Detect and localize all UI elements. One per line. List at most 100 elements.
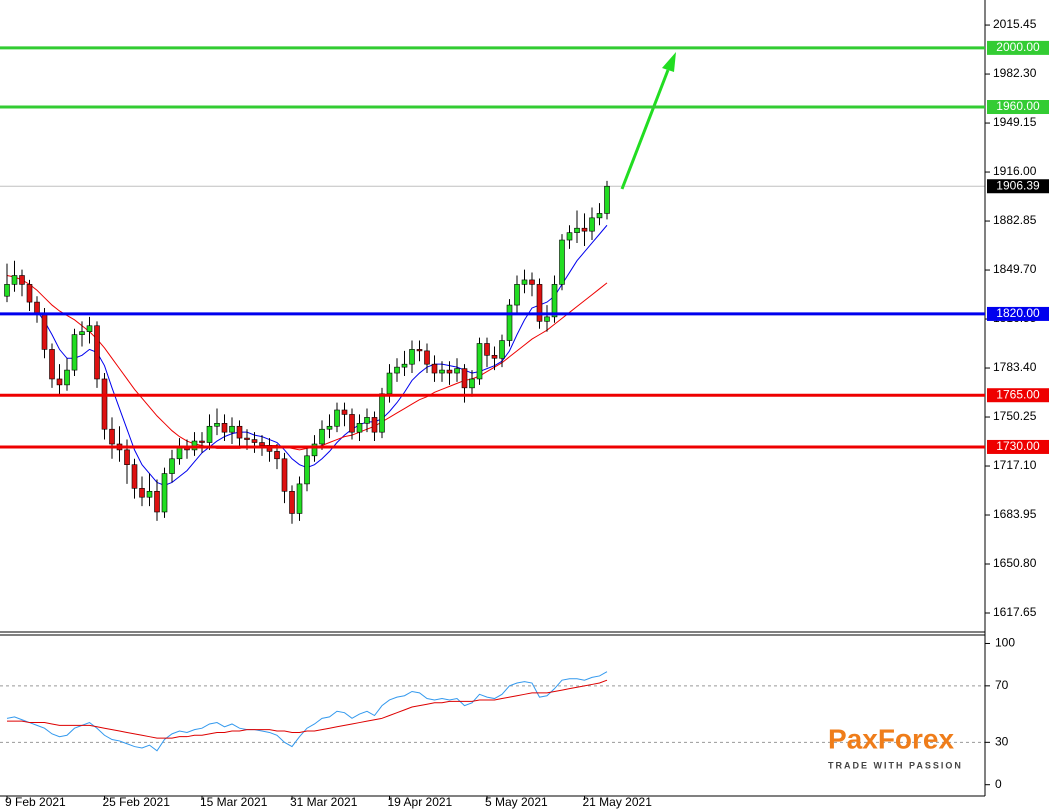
level-label: 1960.00 bbox=[996, 99, 1040, 113]
y-tick-label: 1750.25 bbox=[993, 409, 1037, 423]
candle-body bbox=[371, 417, 378, 433]
candle-body bbox=[349, 414, 355, 433]
candle-body bbox=[364, 417, 370, 424]
candle-body bbox=[56, 378, 63, 386]
y-tick-label: 70 bbox=[995, 678, 1009, 692]
candle-body bbox=[416, 349, 423, 352]
candle-body bbox=[49, 349, 55, 380]
candle-body bbox=[296, 483, 303, 514]
candle-body bbox=[356, 423, 363, 433]
y-tick-label: 1683.95 bbox=[993, 507, 1037, 521]
candle-body bbox=[394, 366, 400, 374]
candle-body bbox=[326, 425, 333, 430]
candle-body bbox=[431, 363, 438, 374]
level-label: 1820.00 bbox=[996, 306, 1040, 320]
candle-body bbox=[161, 473, 168, 513]
candle-body bbox=[251, 439, 258, 443]
candle-body bbox=[244, 437, 250, 440]
candle-body bbox=[544, 316, 550, 322]
candle-body bbox=[311, 443, 318, 457]
candle-body bbox=[574, 227, 580, 233]
candle-body bbox=[154, 490, 160, 513]
candle-body bbox=[34, 301, 40, 315]
candle-body bbox=[289, 490, 295, 514]
candle-body bbox=[139, 488, 145, 498]
y-tick-label: 100 bbox=[995, 636, 1015, 650]
candle-body bbox=[19, 275, 25, 285]
candle-body bbox=[236, 425, 243, 439]
candle-body bbox=[4, 284, 10, 297]
candle-body bbox=[446, 369, 453, 374]
y-tick-label: 2015.45 bbox=[993, 17, 1037, 31]
candle-body bbox=[334, 409, 340, 427]
candle-body bbox=[86, 325, 93, 332]
x-tick-label: 9 Feb 2021 bbox=[5, 795, 66, 809]
x-tick-label: 21 May 2021 bbox=[583, 795, 653, 809]
candle-body bbox=[281, 458, 288, 492]
candle-body bbox=[596, 213, 603, 219]
candle-body bbox=[476, 343, 483, 380]
candle-body bbox=[551, 284, 558, 318]
candle-body bbox=[221, 423, 228, 433]
candle-body bbox=[214, 423, 220, 427]
y-tick-label: 1882.85 bbox=[993, 213, 1037, 227]
level-label: 1765.00 bbox=[996, 387, 1040, 401]
candle-body bbox=[26, 284, 33, 303]
x-tick-label: 5 May 2021 bbox=[485, 795, 548, 809]
candle-body bbox=[169, 458, 175, 474]
candle-body bbox=[499, 340, 505, 359]
candle-body bbox=[64, 369, 70, 386]
candle-body bbox=[274, 451, 280, 460]
candle-body bbox=[439, 369, 445, 374]
candle-body bbox=[41, 313, 48, 350]
candle-body bbox=[461, 368, 468, 389]
candle-body bbox=[559, 239, 565, 285]
moving-average bbox=[36, 224, 608, 486]
y-tick-label: 1783.40 bbox=[993, 360, 1037, 374]
candle-body bbox=[109, 428, 115, 445]
y-tick-label: 1650.80 bbox=[993, 556, 1037, 570]
y-tick-label: 1849.70 bbox=[993, 262, 1037, 276]
candle-body bbox=[469, 378, 475, 389]
candle-body bbox=[319, 428, 325, 445]
candle-body bbox=[484, 343, 490, 356]
candle-body bbox=[491, 355, 498, 359]
candle-body bbox=[304, 455, 310, 485]
x-tick-label: 15 Mar 2021 bbox=[200, 795, 268, 809]
y-tick-label: 1982.30 bbox=[993, 66, 1037, 80]
plot-layer bbox=[0, 180, 985, 752]
candle-body bbox=[386, 372, 393, 395]
x-tick-label: 31 Mar 2021 bbox=[290, 795, 358, 809]
candle-body bbox=[424, 350, 430, 365]
y-tick-label: 1916.00 bbox=[993, 164, 1037, 178]
level-label-box bbox=[987, 388, 1049, 403]
candle-body bbox=[176, 446, 183, 460]
y-tick-label: 0 bbox=[995, 777, 1002, 791]
candle-body bbox=[529, 279, 535, 285]
y-tick-label: 30 bbox=[995, 735, 1009, 749]
candle-body bbox=[521, 279, 528, 285]
x-tick-label: 19 Apr 2021 bbox=[388, 795, 453, 809]
logo-name: PaxForex bbox=[828, 723, 954, 754]
level-label-box bbox=[987, 40, 1049, 55]
candle-body bbox=[79, 331, 85, 335]
candle-body bbox=[131, 464, 138, 489]
candle-body bbox=[379, 393, 385, 433]
candle-body bbox=[589, 217, 595, 232]
candle-body bbox=[409, 349, 415, 365]
candle-body bbox=[124, 449, 130, 465]
candle-body bbox=[604, 185, 610, 214]
candle-body bbox=[146, 490, 153, 498]
logo: PaxForex TRADE WITH PASSION bbox=[828, 723, 961, 770]
candle-body bbox=[401, 363, 408, 368]
candle-body bbox=[94, 325, 100, 380]
candle-body bbox=[259, 442, 265, 446]
oscillator-line bbox=[6, 671, 608, 752]
level-label-box bbox=[987, 306, 1049, 321]
candle-body bbox=[11, 275, 18, 285]
candle-body bbox=[199, 440, 205, 443]
current-price-label: 1906.39 bbox=[996, 178, 1040, 192]
level-label: 1730.00 bbox=[996, 439, 1040, 453]
